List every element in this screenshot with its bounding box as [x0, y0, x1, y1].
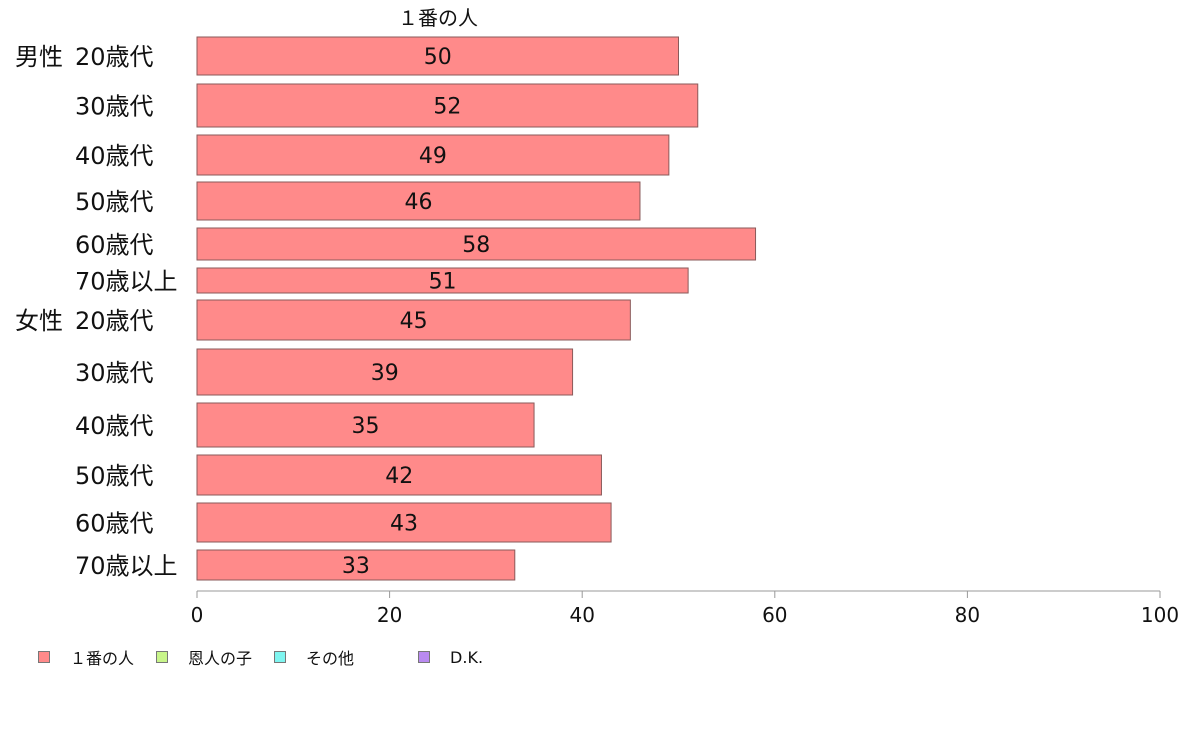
- bar: [196, 83, 699, 128]
- bar: [196, 181, 641, 221]
- bar: [196, 267, 689, 294]
- legend: １番の人 恩人の子 その他 D.K.: [38, 645, 505, 669]
- legend-swatch: [156, 651, 169, 663]
- legend-swatch: [418, 651, 431, 663]
- x-tick-label: 80: [955, 603, 980, 627]
- category-label: 30歳代: [75, 93, 154, 121]
- category-label: 50歳代: [75, 462, 154, 490]
- bar-value-label: 49: [419, 144, 447, 169]
- legend-item: 恩人の子: [156, 645, 252, 669]
- category-label: 30歳代: [75, 359, 154, 387]
- legend-swatch: [274, 651, 287, 663]
- category-label: 40歳代: [75, 412, 154, 440]
- category-label: 40歳代: [75, 142, 154, 170]
- bar-value-label: 46: [404, 190, 432, 215]
- bar-value-label: 35: [352, 414, 380, 439]
- x-tick-label: 60: [762, 603, 787, 627]
- legend-swatch: [38, 651, 50, 663]
- x-tick-label: 20: [377, 603, 402, 627]
- bar-value-label: 42: [385, 464, 413, 489]
- bar-value-label: 58: [462, 233, 490, 258]
- legend-item: １番の人: [38, 645, 134, 669]
- legend-label: １番の人: [70, 649, 135, 668]
- x-tick-label: 100: [1141, 603, 1179, 627]
- x-tick-label: 0: [191, 603, 204, 627]
- legend-label: その他: [306, 649, 355, 668]
- category-label: 20歳代: [75, 307, 154, 335]
- legend-label: 恩人の子: [188, 649, 253, 668]
- bar: [196, 227, 757, 261]
- group-label: 男性: [15, 43, 63, 71]
- bar-value-label: 33: [342, 554, 370, 579]
- category-label: 50歳代: [75, 188, 154, 216]
- bar: [196, 549, 516, 581]
- bar: [196, 348, 574, 396]
- bar: [196, 454, 602, 496]
- bar-value-label: 50: [424, 45, 452, 70]
- x-tick-label: 40: [569, 603, 594, 627]
- category-label: 20歳代: [75, 43, 154, 71]
- group-label: 女性: [15, 307, 63, 335]
- category-label: 70歳以上: [75, 268, 178, 296]
- chart-title: １番の人: [398, 6, 478, 30]
- bar-value-label: 45: [400, 309, 428, 334]
- bar: [196, 134, 670, 176]
- legend-item: D.K.: [418, 648, 483, 667]
- legend-item: その他: [274, 645, 354, 669]
- bar-value-label: 52: [433, 95, 461, 120]
- legend-label: D.K.: [450, 647, 484, 667]
- bar: [196, 502, 612, 543]
- bar: [196, 299, 631, 341]
- bar-value-label: 39: [371, 361, 399, 386]
- bar: [196, 36, 679, 76]
- category-label: 70歳以上: [75, 552, 178, 580]
- bar-value-label: 51: [429, 270, 457, 295]
- x-axis: 0 20 40 60 80 100: [191, 590, 1179, 627]
- category-label: 60歳代: [75, 231, 154, 259]
- category-label: 60歳代: [75, 510, 154, 538]
- bar: [196, 402, 535, 448]
- bar-value-label: 43: [390, 512, 418, 537]
